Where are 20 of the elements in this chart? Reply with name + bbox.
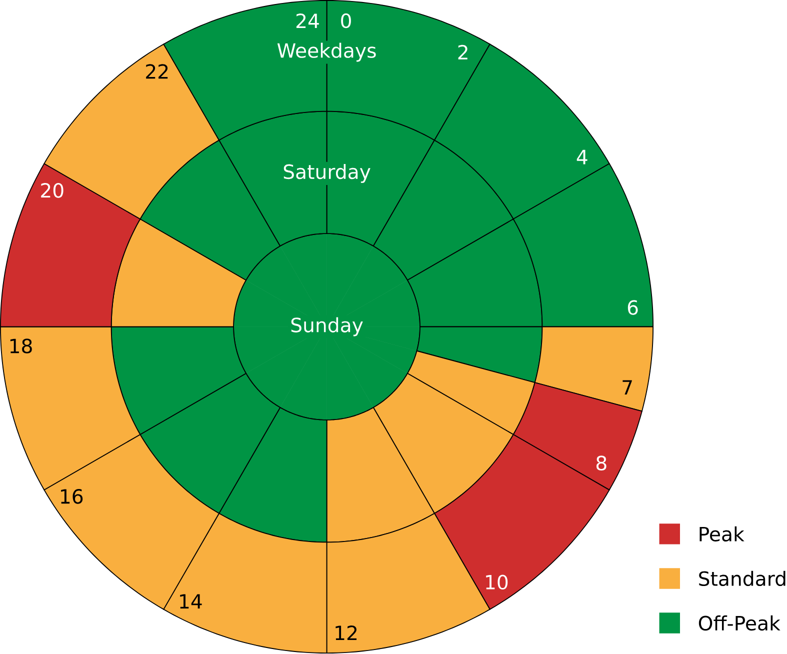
- text: 14: [180, 594, 202, 609]
- text: 22: [146, 64, 168, 79]
- text: 18: [10, 338, 32, 354]
- text: 7: [622, 380, 632, 395]
- text: 20: [41, 183, 64, 198]
- text: Off-Peak: [698, 616, 780, 631]
- text: 8: [596, 456, 606, 471]
- text: 6: [628, 300, 638, 316]
- slice-label: Saturday: [284, 164, 370, 184]
- text: 24: [296, 14, 319, 28]
- text: 4: [576, 150, 588, 164]
- text: 12: [336, 626, 357, 640]
- slice-label: Weekdays: [277, 43, 376, 62]
- slice-label: Sunday: [291, 318, 363, 336]
- text: Peak: [700, 526, 744, 542]
- text: 2: [458, 45, 468, 60]
- text: 10: [486, 574, 508, 590]
- text: 0: [341, 14, 351, 28]
- text: Standard: [699, 571, 786, 586]
- text: 16: [61, 489, 83, 504]
